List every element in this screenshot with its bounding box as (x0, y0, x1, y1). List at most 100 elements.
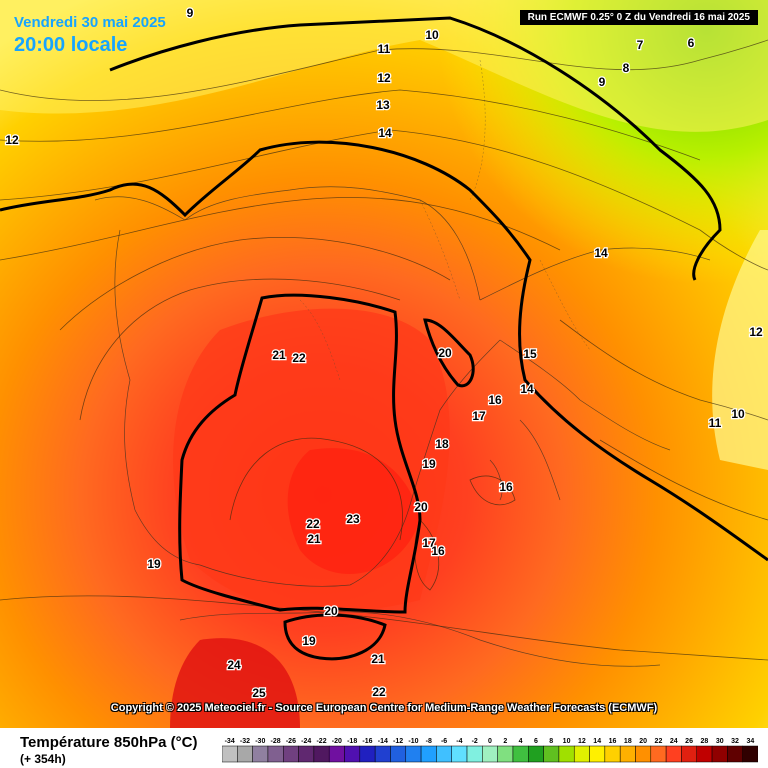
isotherm-10c (0, 16, 768, 562)
scale-tick-label: 6 (534, 738, 538, 745)
isotherm-label: 15 (523, 347, 537, 361)
scale-swatch (283, 745, 299, 763)
scale-swatch (267, 745, 284, 763)
scale-tick-label: 16 (609, 738, 617, 745)
isotherm-label: 16 (431, 544, 445, 558)
scale-swatch (711, 745, 728, 763)
scale-swatch (344, 745, 361, 763)
scale-tick-label: 30 (716, 738, 724, 745)
scale-tick-label: -2 (472, 738, 478, 745)
scale-swatch (374, 745, 391, 763)
scale-swatch (466, 745, 483, 763)
scale-swatch (589, 745, 606, 763)
isotherm-label: 16 (488, 393, 502, 407)
isotherm-label: 12 (5, 133, 19, 147)
legend-bar: Température 850hPa (°C) (+ 354h) -34 -32-… (0, 728, 768, 768)
scale-swatch (635, 745, 652, 763)
isotherm-label: 14 (520, 382, 534, 396)
scale-swatch (359, 745, 376, 763)
isotherm-label: 19 (302, 634, 316, 648)
scale-swatch (543, 745, 560, 763)
scale-swatch (405, 745, 422, 763)
color-scale: -34 -32 -30 -28 -26 -24 -22 -20 -18 -16 -14 -12 -10-… (222, 738, 758, 763)
scale-tick-label: 24 (670, 738, 678, 745)
isotherm-label: 20 (414, 500, 428, 514)
scale-tick-label: 26 (685, 738, 693, 745)
scale-tick-label: 18 (624, 738, 632, 745)
isotherm-label: 19 (422, 457, 436, 471)
scale-swatch (727, 745, 743, 763)
scale-tick-label: 32 (731, 738, 739, 745)
scale-tick-label: -32 (240, 738, 250, 745)
isotherm-label: 14 (378, 126, 392, 140)
isotherm-label: 21 (307, 532, 321, 546)
scale-tick-label: -30 (255, 738, 265, 745)
scale-tick-label: 12 (578, 738, 586, 745)
scale-swatch (528, 745, 544, 763)
scale-swatch (436, 745, 452, 763)
scale-swatch (451, 745, 468, 763)
isotherm-label: 20 (324, 604, 338, 618)
forecast-date: Vendredi 30 mai 2025 (14, 14, 166, 31)
scale-swatch (237, 745, 253, 763)
scale-tick-label: -18 (347, 738, 357, 745)
isotherm-label: 11 (709, 416, 722, 430)
isotherm-label: 19 (147, 557, 161, 571)
isotherm-label: 20 (438, 346, 452, 360)
scale-swatch (313, 745, 330, 763)
isotherm-label: 17 (472, 409, 486, 423)
african-heat-core (170, 638, 300, 728)
temperature-map: 9 10 11 12 13 14 12 7 8 9 6 14 12 11 10 … (0, 0, 768, 728)
scale-swatch (222, 745, 238, 763)
scale-swatch (252, 745, 269, 763)
scale-swatch (482, 745, 498, 763)
scale-tick-label: -8 (426, 738, 432, 745)
scale-swatch (328, 745, 345, 763)
copyright-notice: Copyright © 2025 Meteociel.fr - Source E… (110, 702, 658, 714)
isotherm-label: 6 (688, 36, 695, 50)
isotherm-label: 21 (371, 652, 385, 666)
scale-swatch (298, 745, 315, 763)
forecast-time: 20:00 locale (14, 34, 128, 56)
isotherm-label: 10 (425, 28, 439, 42)
scale-swatch (390, 745, 407, 763)
isotherm-label: 17 (422, 536, 436, 550)
scale-tick-label: -22 (316, 738, 326, 745)
isotherm-label: 16 (499, 480, 513, 494)
scale-tick-label: 4 (519, 738, 523, 745)
scale-tick-label: -26 (286, 738, 296, 745)
scale-tick-label: 2 (503, 738, 507, 745)
scale-tick-label: 20 (639, 738, 647, 745)
isotherm-label: 22 (372, 685, 386, 699)
scale-tick-label: 34 (746, 738, 754, 745)
isotherm-label: 9 (187, 6, 194, 20)
isotherm-label: 22 (292, 351, 306, 365)
scale-tick-label: -16 (362, 738, 372, 745)
isotherm-label: 8 (623, 61, 630, 75)
parameter-title: Température 850hPa (°C) (20, 734, 198, 751)
isotherm-label: 23 (346, 512, 360, 526)
scale-tick-label: 10 (563, 738, 571, 745)
lead-time: (+ 354h) (20, 752, 66, 766)
scale-tick-label: -28 (271, 738, 281, 745)
model-run-info: Run ECMWF 0.25° 0 Z du Vendredi 16 mai 2… (519, 10, 758, 25)
scale-tick-label: 0 (488, 738, 492, 745)
scale-swatch (512, 745, 529, 763)
heat-max-core (287, 448, 420, 574)
northern-warm-band (0, 0, 768, 132)
isotherm-label: 12 (377, 71, 391, 85)
scale-swatch (604, 745, 621, 763)
isotherm-label: 9 (599, 75, 606, 89)
scale-swatch (696, 745, 713, 763)
isotherm-label: 18 (435, 437, 449, 451)
scale-swatch (497, 745, 514, 763)
country-borders (299, 59, 591, 381)
isotherm-label: 12 (749, 325, 763, 339)
scale-tick-label: 8 (549, 738, 553, 745)
scale-tick-label: -12 (393, 738, 403, 745)
isotherm-label: 24 (227, 658, 241, 672)
scale-swatch (619, 745, 636, 763)
eastern-mild-area (712, 230, 768, 470)
scale-tick-label: 28 (701, 738, 709, 745)
scale-tick-label: -24 (301, 738, 311, 745)
